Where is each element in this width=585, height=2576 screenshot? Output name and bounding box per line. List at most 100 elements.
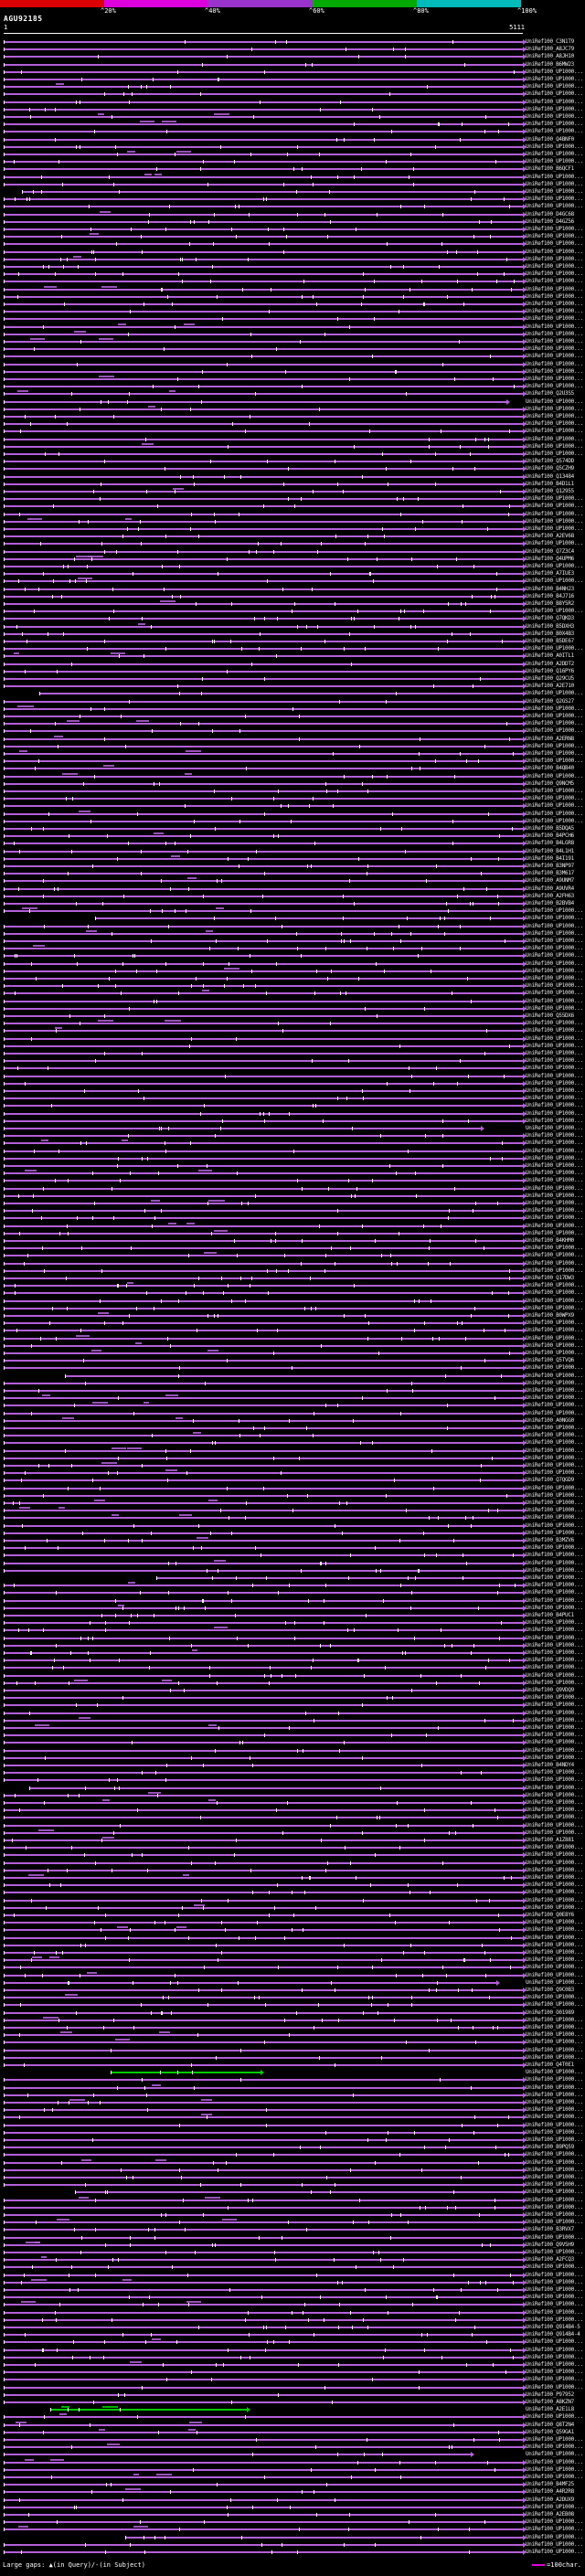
- hit-label[interactable]: UniRef100_UP1000...: [526, 788, 583, 794]
- hit-label[interactable]: UniRef100_UP1000...: [526, 1184, 583, 1192]
- hit-label[interactable]: UniRef100_UP1000...: [526, 1874, 583, 1881]
- hit-alignment-bar[interactable]: [4, 716, 523, 717]
- hit-fragment[interactable]: [78, 1716, 90, 1719]
- hit-alignment-bar[interactable]: [4, 1839, 523, 1841]
- hit-fragment[interactable]: [185, 772, 192, 775]
- hit-alignment-bar[interactable]: [4, 1360, 523, 1362]
- hit-label[interactable]: UniRef100_UP1000...: [526, 1851, 583, 1859]
- hit-alignment-bar[interactable]: [4, 416, 523, 418]
- hit-label[interactable]: UniRef100_UP1000...: [526, 1664, 583, 1671]
- hit-label[interactable]: UniRef100_UP1000...: [526, 2436, 583, 2443]
- hit-alignment-bar[interactable]: [4, 2446, 523, 2449]
- hit-alignment-bar[interactable]: [4, 250, 523, 253]
- hit-alignment-bar[interactable]: [4, 363, 523, 366]
- hit-label[interactable]: UniRef100_Q17DW3: [526, 1275, 574, 1281]
- hit-alignment-bar[interactable]: [4, 513, 523, 515]
- hit-label[interactable]: UniRef100_UP1000...: [526, 196, 583, 203]
- hit-label[interactable]: UniRef100_UP1000...: [526, 121, 583, 128]
- hit-alignment-bar[interactable]: [4, 2304, 523, 2306]
- hit-alignment-bar[interactable]: [4, 1629, 523, 1632]
- hit-label[interactable]: UniRef100_UP1000...: [526, 1027, 583, 1034]
- hit-label[interactable]: UniRef100_UP1000...: [526, 1807, 583, 1814]
- hit-alignment-bar[interactable]: [4, 2011, 523, 2014]
- hit-label[interactable]: UniRef100_A2FCQ3: [526, 2256, 574, 2263]
- hit-alignment-bar[interactable]: [4, 355, 523, 358]
- hit-alignment-bar[interactable]: [4, 1023, 523, 1025]
- hit-alignment-bar[interactable]: [4, 1562, 523, 1564]
- hit-alignment-bar[interactable]: [4, 168, 523, 171]
- hit-alignment-bar[interactable]: [4, 775, 523, 778]
- hit-alignment-bar[interactable]: [4, 1854, 523, 1857]
- hit-alignment-bar[interactable]: [4, 2423, 523, 2426]
- hit-fragment[interactable]: [207, 1500, 218, 1501]
- hit-label[interactable]: UniRef100_UP1000...: [526, 105, 583, 112]
- hit-label[interactable]: UniRef100_UP1000...: [526, 1454, 583, 1461]
- hit-alignment-bar[interactable]: [4, 2184, 523, 2187]
- hit-label[interactable]: UniRef100_A2EV68: [526, 533, 574, 540]
- hit-label[interactable]: UniRef100_UP1000...: [526, 1117, 583, 1124]
- hit-label[interactable]: UniRef100_UP1000...: [526, 2166, 583, 2173]
- hit-label[interactable]: UniRef100_UP1000...: [526, 292, 583, 300]
- hit-alignment-bar[interactable]: [4, 2116, 523, 2119]
- hit-label[interactable]: UniRef100_UP1000...: [526, 2540, 583, 2548]
- hit-label[interactable]: UniRef100_Q2U3S5: [526, 390, 574, 398]
- hit-label[interactable]: UniRef100_UP1000...: [526, 323, 583, 330]
- hit-alignment-bar[interactable]: [4, 1622, 523, 1625]
- hit-alignment-bar[interactable]: [4, 1382, 523, 1384]
- hit-label[interactable]: UniRef100_B4MF25: [526, 2481, 574, 2488]
- hit-label[interactable]: UniRef100_B6MW23: [526, 60, 574, 68]
- hit-fragment[interactable]: [54, 1027, 62, 1030]
- hit-fragment[interactable]: [40, 1140, 48, 1142]
- hit-label[interactable]: UniRef100_B2BVB4: [526, 900, 574, 906]
- hit-label[interactable]: UniRef100_Q29CU5: [526, 675, 574, 682]
- hit-alignment-bar[interactable]: [4, 1007, 523, 1010]
- hit-alignment-bar[interactable]: [4, 1532, 523, 1534]
- hit-alignment-bar[interactable]: [4, 1224, 523, 1227]
- hit-alignment-bar[interactable]: [4, 1367, 523, 1370]
- hit-fragment[interactable]: [18, 2526, 29, 2528]
- hit-label[interactable]: UniRef100_UP1000...: [526, 2069, 583, 2076]
- hit-alignment-bar[interactable]: [4, 1794, 523, 1797]
- hit-fragment[interactable]: [99, 2428, 106, 2431]
- hit-label[interactable]: UniRef100_UP1000...: [526, 240, 583, 248]
- hit-alignment-bar[interactable]: [4, 678, 523, 680]
- hit-label[interactable]: UniRef100_UP1000...: [526, 1582, 583, 1589]
- hit-fragment[interactable]: [176, 151, 192, 153]
- hit-alignment-bar[interactable]: [4, 955, 523, 958]
- hit-fragment[interactable]: [144, 173, 153, 175]
- hit-alignment-bar[interactable]: [4, 985, 523, 988]
- hit-label[interactable]: UniRef100_UP1000...: [526, 810, 583, 817]
- hit-alignment-bar[interactable]: [4, 2468, 523, 2471]
- hit-label[interactable]: UniRef100_UP1000...: [526, 1267, 583, 1274]
- hit-fragment[interactable]: [214, 113, 230, 115]
- hit-alignment-bar[interactable]: [4, 2521, 523, 2524]
- hit-fragment[interactable]: [159, 600, 176, 602]
- hit-label[interactable]: UniRef100_UP1000...: [526, 922, 583, 929]
- hit-label[interactable]: UniRef100_UP1000...: [526, 413, 583, 419]
- hit-label[interactable]: UniRef100_UP1000...: [526, 1020, 583, 1027]
- hit-fragment[interactable]: [186, 1222, 196, 1224]
- hit-alignment-bar[interactable]: [4, 2168, 523, 2171]
- hit-label[interactable]: UniRef100_UP1000...: [526, 2233, 583, 2241]
- hit-label[interactable]: UniRef100_UP1000...: [526, 959, 583, 967]
- hit-alignment-bar[interactable]: [4, 2528, 523, 2531]
- hit-label[interactable]: UniRef100_Q914B4-5: [526, 2324, 580, 2330]
- hit-label[interactable]: UniRef100_UP1000...: [526, 2249, 583, 2255]
- hit-alignment-bar[interactable]: [4, 1247, 523, 1250]
- hit-alignment-bar[interactable]: [155, 1577, 523, 1579]
- hit-alignment-bar[interactable]: [4, 1082, 523, 1085]
- hit-fragment[interactable]: [26, 2241, 41, 2243]
- hit-label[interactable]: UniRef100_UP1000...: [526, 1462, 583, 1468]
- hit-fragment[interactable]: [116, 1926, 129, 1929]
- hit-label[interactable]: UniRef100_UP1000...: [526, 1821, 583, 1829]
- hit-label[interactable]: UniRef100_UP1000...: [526, 1589, 583, 1596]
- hit-alignment-bar[interactable]: [4, 745, 523, 747]
- hit-label[interactable]: UniRef100_Q5TVQ6: [526, 1357, 574, 1364]
- hit-label[interactable]: UniRef100_UP1000...: [526, 383, 583, 390]
- hit-label[interactable]: UniRef100_UP1000...: [526, 442, 583, 450]
- hit-fragment[interactable]: [34, 2241, 40, 2243]
- hit-label[interactable]: UniRef100_UP1000...: [526, 1732, 583, 1739]
- hit-alignment-bar[interactable]: [4, 1419, 523, 1422]
- hit-alignment-bar[interactable]: [94, 917, 523, 920]
- hit-fragment[interactable]: [102, 2406, 119, 2409]
